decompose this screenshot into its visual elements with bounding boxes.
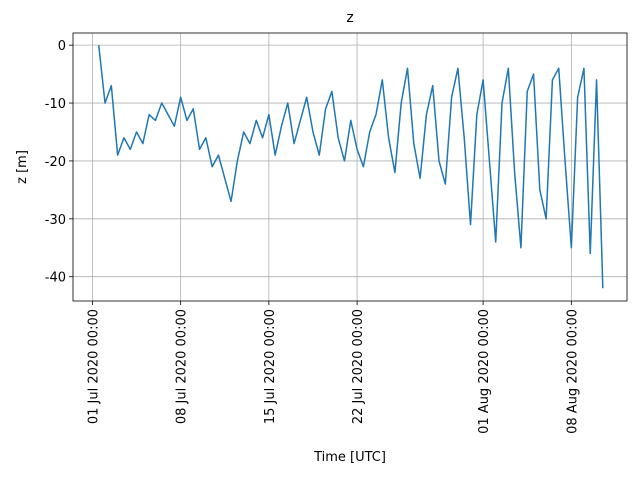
- x-tick-label: 01 Jul 2020 00:00: [86, 309, 101, 424]
- chart-title: z: [346, 10, 353, 26]
- y-tick-label: -30: [45, 213, 66, 228]
- x-axis-label: Time [UTC]: [313, 450, 386, 465]
- x-tick-label: 08 Jul 2020 00:00: [175, 309, 190, 424]
- y-tick-label: 0: [58, 39, 66, 54]
- x-tick-label: 22 Jul 2020 00:00: [351, 309, 366, 424]
- y-tick-label: -20: [45, 155, 66, 170]
- data-line: [97, 45, 604, 289]
- x-tick-label: 08 Aug 2020 00:00: [565, 309, 580, 434]
- x-tick-label: 15 Jul 2020 00:00: [263, 309, 278, 424]
- plot-frame: [72, 32, 628, 302]
- y-axis-label: z [m]: [15, 150, 30, 184]
- x-tick-label: 01 Aug 2020 00:00: [477, 309, 492, 434]
- y-tick-label: -10: [45, 97, 66, 112]
- y-tick-label: -40: [45, 271, 66, 286]
